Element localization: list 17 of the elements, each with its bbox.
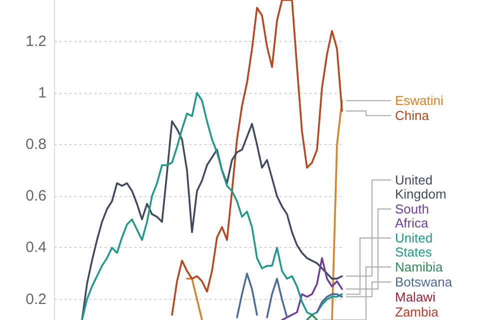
text: Namibia bbox=[395, 260, 444, 274]
text: Botswana bbox=[395, 274, 453, 290]
legend-label: Zambia bbox=[395, 304, 440, 320]
text: United Kingdom bbox=[395, 172, 446, 202]
y-tick-label: 0.4 bbox=[26, 239, 46, 256]
text: Eswatini bbox=[395, 93, 444, 108]
legend-label: Malawi bbox=[395, 290, 436, 304]
line-series bbox=[281, 257, 343, 320]
text: China bbox=[395, 108, 430, 124]
y-tick-label: 0.8 bbox=[26, 136, 46, 154]
text: South Africa bbox=[395, 202, 433, 230]
y-tick-label: 1 bbox=[38, 84, 46, 102]
y-tick-label: 0.2 bbox=[26, 290, 46, 308]
y-tick-label: 0.6 bbox=[26, 188, 46, 205]
y-tick-label: 1.2 bbox=[26, 32, 46, 50]
line-series bbox=[171, 0, 343, 316]
text: United States bbox=[395, 230, 436, 260]
